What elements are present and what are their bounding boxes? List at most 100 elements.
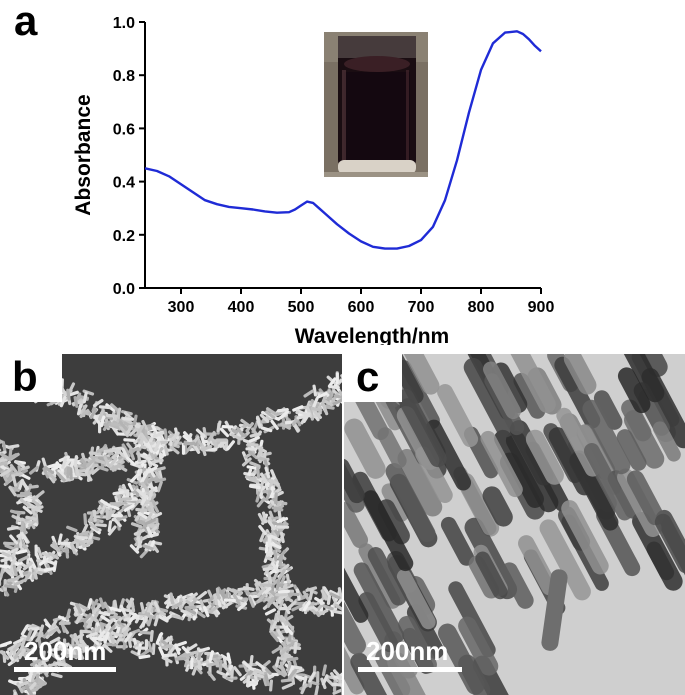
nanorod (258, 524, 267, 536)
nanorod (107, 525, 117, 536)
nanorod (406, 603, 445, 659)
nanorod (50, 463, 63, 472)
nanorod (111, 631, 123, 638)
nanorod (253, 669, 266, 675)
nanorod (157, 469, 163, 481)
nanorod (501, 562, 534, 609)
nanorod (367, 547, 407, 606)
nanorod (287, 669, 297, 680)
nanorod (8, 447, 13, 460)
nanorod (0, 577, 2, 589)
nanorod (561, 500, 609, 575)
nanorod (329, 592, 341, 600)
nanorod (23, 646, 35, 655)
nanorod (35, 681, 47, 690)
nanorod (61, 457, 68, 469)
nanorod (175, 640, 187, 647)
nanorod (15, 549, 28, 555)
nanorod (77, 648, 85, 660)
nanorod (12, 564, 18, 577)
nanorod (0, 455, 5, 466)
nanorod (19, 639, 26, 651)
nanorod (140, 481, 150, 493)
nanorod (583, 443, 633, 521)
nanorod (482, 486, 513, 527)
nanorod (173, 435, 182, 447)
nanorod (74, 464, 80, 477)
nanorod (47, 627, 59, 636)
nanorod (322, 586, 331, 598)
nanorod (331, 682, 342, 687)
nanorod (312, 384, 318, 397)
nanorod (276, 629, 285, 640)
nanorod (158, 452, 163, 465)
nanorod (107, 507, 113, 520)
nanorod (654, 513, 685, 574)
panel-label-c: c (356, 353, 380, 400)
nanorod (49, 619, 58, 631)
nanorod (19, 520, 25, 533)
nanorod (275, 578, 281, 591)
nanorod (161, 644, 174, 649)
nanorod (149, 501, 155, 514)
nanorod (195, 428, 206, 438)
nanorod (303, 389, 315, 398)
nanorod (306, 406, 313, 418)
nanorod (24, 685, 33, 695)
nanorod (344, 502, 369, 549)
nanorod (308, 671, 316, 683)
nanorod (244, 668, 254, 679)
nanorod (17, 478, 24, 491)
nanorod (110, 403, 120, 413)
nanorod (0, 650, 10, 660)
nanorod (14, 460, 25, 469)
nanorod (140, 648, 151, 657)
nanorod (425, 419, 472, 491)
nanorod (219, 427, 230, 438)
nanorod (261, 511, 268, 524)
nanorod (76, 403, 83, 416)
nanorod (278, 568, 286, 580)
nanorod (191, 664, 199, 676)
nanorod (7, 444, 20, 449)
nanorod (415, 446, 453, 504)
nanorod (118, 420, 128, 431)
nanorod (286, 600, 297, 610)
nanorod (92, 413, 101, 425)
nanorod (130, 500, 140, 511)
nanorod (279, 614, 288, 626)
nanorod (103, 456, 111, 468)
nanorod (286, 656, 299, 662)
nanorod (75, 613, 84, 625)
nanorod (265, 410, 276, 419)
nanorod (7, 547, 19, 555)
nanorod (9, 534, 19, 545)
nanorod (145, 466, 158, 474)
nanorod (260, 426, 273, 433)
nanorod (155, 633, 163, 645)
nanorod (134, 459, 147, 465)
nanorod (12, 539, 21, 551)
nanorod (163, 443, 169, 456)
nanorod (132, 414, 138, 427)
nanorod (438, 623, 485, 695)
nanorod (86, 598, 93, 610)
nanorod (98, 405, 111, 410)
nanorod (1, 440, 7, 453)
nanorod (146, 641, 153, 653)
nanorod (210, 436, 219, 448)
nanorod (30, 671, 38, 683)
x-axis-label: Wavelength/nm (295, 325, 449, 345)
nanorod (335, 372, 339, 385)
nanorod (302, 590, 311, 602)
nanorod (475, 551, 508, 600)
nanorod (246, 465, 259, 470)
nanorod (270, 632, 280, 643)
nanorod (275, 593, 288, 597)
nanorod (140, 494, 149, 506)
nanorod (130, 473, 140, 483)
nanorod (264, 608, 277, 616)
nanorod (82, 389, 95, 396)
x-tick-label: 700 (408, 299, 435, 316)
nanorod (396, 388, 447, 468)
